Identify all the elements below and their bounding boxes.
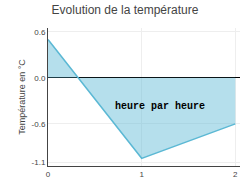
svg-text:1: 1 (139, 170, 144, 179)
svg-text:0: 0 (46, 170, 51, 179)
svg-text:0.6: 0.6 (34, 28, 46, 37)
svg-text:-1.1: -1.1 (32, 158, 46, 167)
svg-text:0.0: 0.0 (34, 74, 46, 83)
svg-text:heure par heure: heure par heure (115, 101, 205, 112)
svg-text:2: 2 (233, 170, 238, 179)
svg-text:-0.6: -0.6 (32, 120, 46, 129)
svg-text:Température en °C: Température en °C (17, 59, 27, 135)
svg-text:Evolution de la température: Evolution de la température (52, 3, 199, 17)
